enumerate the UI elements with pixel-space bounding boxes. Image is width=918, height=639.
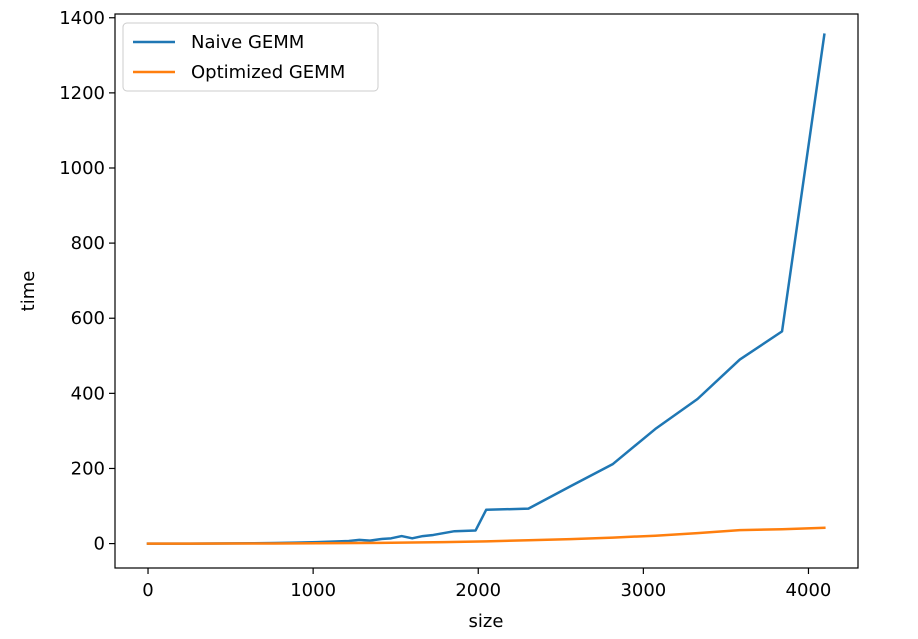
y-axis-label: time: [18, 271, 39, 312]
y-tick-label: 1000: [59, 158, 105, 179]
plot-area: [115, 14, 858, 568]
y-tick-label: 600: [71, 308, 105, 329]
y-tick-label: 200: [71, 458, 105, 479]
plot-frame: [114, 13, 859, 569]
x-tick-label: 0: [142, 580, 153, 601]
y-tick-label: 400: [71, 383, 105, 404]
x-tick-label: 4000: [786, 580, 832, 601]
x-axis: 0 1000 2000 3000 4000: [142, 568, 831, 601]
x-tick-label: 3000: [620, 580, 666, 601]
legend-label-optimized-gemm: Optimized GEMM: [191, 62, 345, 83]
x-tick-label: 1000: [290, 580, 336, 601]
y-tick-label: 0: [94, 534, 105, 555]
y-tick-label: 800: [71, 233, 105, 254]
x-axis-label: size: [469, 611, 504, 632]
legend: Naive GEMM Optimized GEMM: [122, 22, 379, 92]
y-tick-label: 1400: [59, 8, 105, 29]
legend-label-naive-gemm: Naive GEMM: [191, 32, 304, 53]
series-line-optimized-gemm: [146, 526, 826, 545]
legend-box: [122, 22, 379, 92]
series-layer: [146, 33, 826, 545]
x-tick-label: 2000: [455, 580, 501, 601]
y-axis: 0 200 400 600 800 1000 1200 1400: [59, 8, 115, 555]
y-tick-label: 1200: [59, 83, 105, 104]
